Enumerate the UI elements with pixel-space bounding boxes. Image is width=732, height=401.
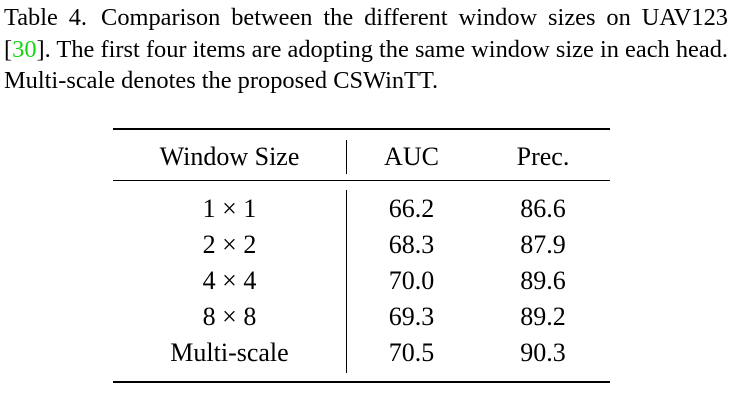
row-auc: 69.3 [388,302,435,331]
body-column-divider [346,190,347,373]
header-column-divider [346,140,347,174]
row-prec: 87.9 [520,230,566,259]
row-window-size: 1 × 1 [202,194,257,223]
citation-link[interactable]: 30 [12,35,37,63]
row-auc: 66.2 [388,194,435,223]
row-prec: 89.6 [520,266,566,295]
row-window-size: 4 × 4 [202,266,257,295]
table-caption: Table 4. Comparison between the different… [4,2,728,97]
row-window-size: Multi-scale [170,338,289,367]
table-bottom-rule [113,381,610,383]
row-prec: 86.6 [520,194,566,223]
table-top-rule [113,128,610,130]
header-prec: Prec. [516,142,570,171]
header-window-size: Window Size [159,142,300,171]
header-auc: AUC [384,142,439,171]
caption-text-part2: ]. The first four items are adopting the… [4,35,728,95]
row-auc: 70.0 [388,266,435,295]
caption-text-part1: Comparison between the different window … [4,4,728,63]
row-window-size: 8 × 8 [202,302,257,331]
row-auc: 70.5 [388,338,435,367]
row-window-size: 2 × 2 [202,230,257,259]
caption-label: Table 4. [4,4,88,31]
row-auc: 68.3 [388,230,435,259]
row-prec: 89.2 [520,302,566,331]
row-prec: 90.3 [520,338,566,367]
table-header-rule [113,180,610,181]
